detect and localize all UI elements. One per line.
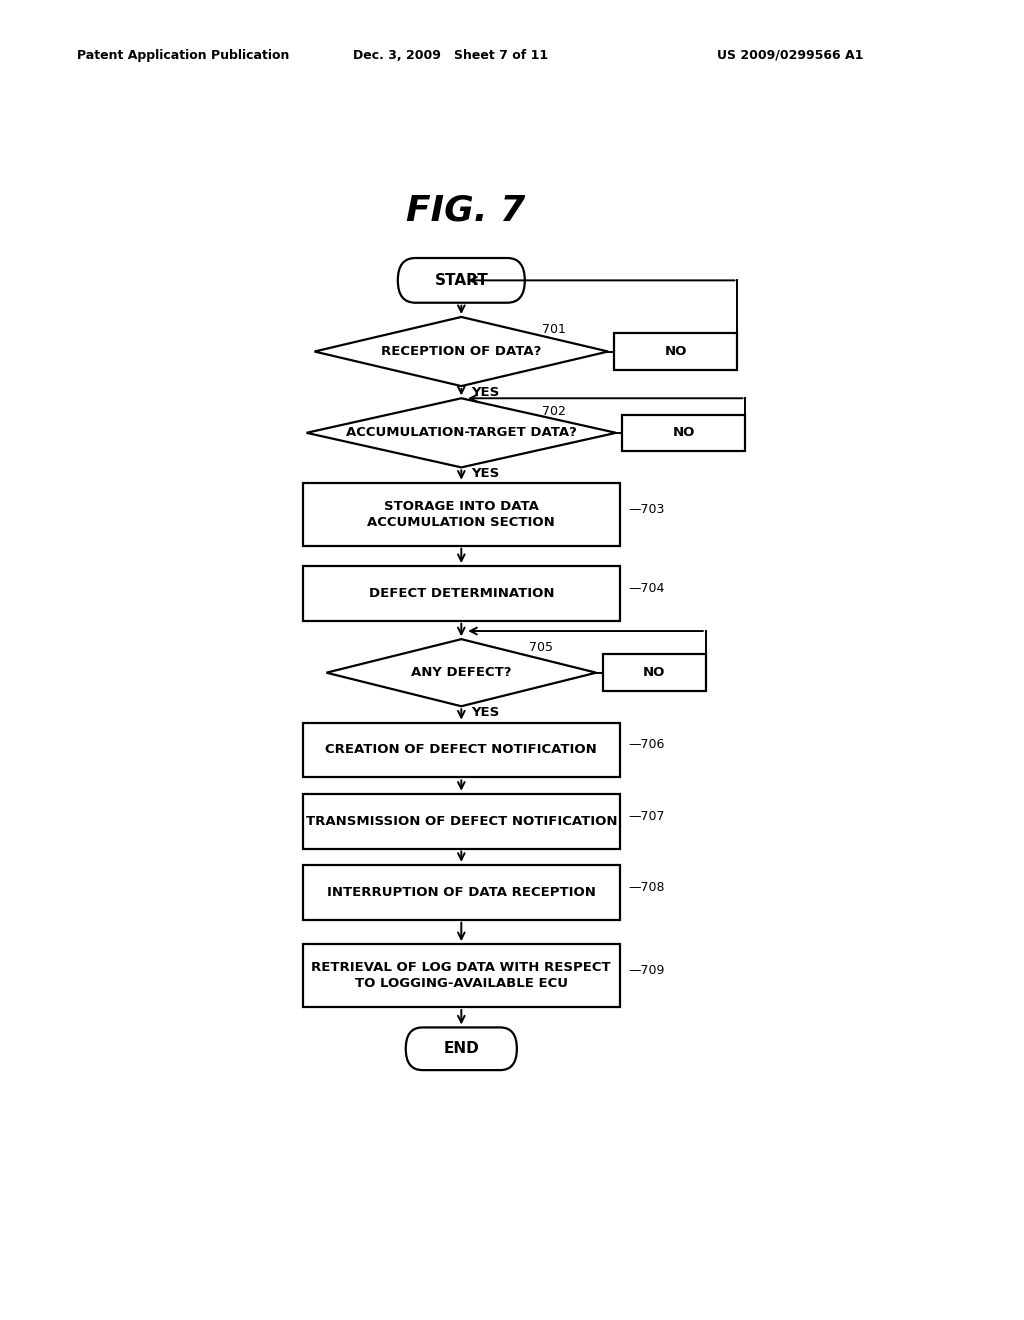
- Bar: [303, 944, 621, 1007]
- Text: START: START: [434, 273, 488, 288]
- Bar: [614, 333, 737, 370]
- Text: Dec. 3, 2009   Sheet 7 of 11: Dec. 3, 2009 Sheet 7 of 11: [353, 49, 549, 62]
- Text: —708: —708: [628, 880, 665, 894]
- FancyBboxPatch shape: [406, 1027, 517, 1071]
- Text: YES: YES: [471, 706, 499, 719]
- Text: RECEPTION OF DATA?: RECEPTION OF DATA?: [381, 345, 542, 358]
- Text: ANY DEFECT?: ANY DEFECT?: [411, 667, 512, 680]
- Text: —703: —703: [628, 503, 665, 516]
- Text: 702: 702: [542, 405, 565, 417]
- Polygon shape: [314, 317, 608, 385]
- Text: STORAGE INTO DATA
ACCUMULATION SECTION: STORAGE INTO DATA ACCUMULATION SECTION: [368, 500, 555, 528]
- Text: END: END: [443, 1041, 479, 1056]
- Text: 705: 705: [528, 642, 553, 653]
- Bar: [303, 483, 621, 545]
- Text: —707: —707: [628, 809, 665, 822]
- Text: ACCUMULATION-TARGET DATA?: ACCUMULATION-TARGET DATA?: [346, 426, 577, 440]
- FancyBboxPatch shape: [397, 257, 524, 302]
- Bar: [303, 566, 621, 620]
- Text: —706: —706: [628, 738, 665, 751]
- Text: NO: NO: [643, 667, 666, 680]
- Text: 701: 701: [542, 323, 566, 337]
- Text: DEFECT DETERMINATION: DEFECT DETERMINATION: [369, 587, 554, 599]
- Text: RETRIEVAL OF LOG DATA WITH RESPECT
TO LOGGING-AVAILABLE ECU: RETRIEVAL OF LOG DATA WITH RESPECT TO LO…: [311, 961, 611, 990]
- Bar: [623, 414, 745, 451]
- Text: YES: YES: [471, 385, 499, 399]
- Text: US 2009/0299566 A1: US 2009/0299566 A1: [717, 49, 863, 62]
- Text: —709: —709: [628, 964, 665, 977]
- Text: NO: NO: [665, 345, 687, 358]
- Bar: [602, 655, 706, 690]
- Text: CREATION OF DEFECT NOTIFICATION: CREATION OF DEFECT NOTIFICATION: [326, 743, 597, 756]
- Text: —704: —704: [628, 582, 665, 595]
- Text: TRANSMISSION OF DEFECT NOTIFICATION: TRANSMISSION OF DEFECT NOTIFICATION: [305, 814, 617, 828]
- Text: INTERRUPTION OF DATA RECEPTION: INTERRUPTION OF DATA RECEPTION: [327, 886, 596, 899]
- Bar: [303, 865, 621, 920]
- Polygon shape: [306, 399, 616, 467]
- Polygon shape: [327, 639, 596, 706]
- Bar: [303, 722, 621, 777]
- Text: NO: NO: [673, 426, 695, 440]
- Text: FIG. 7: FIG. 7: [406, 194, 525, 228]
- Text: YES: YES: [471, 467, 499, 480]
- Text: Patent Application Publication: Patent Application Publication: [77, 49, 289, 62]
- Bar: [303, 793, 621, 849]
